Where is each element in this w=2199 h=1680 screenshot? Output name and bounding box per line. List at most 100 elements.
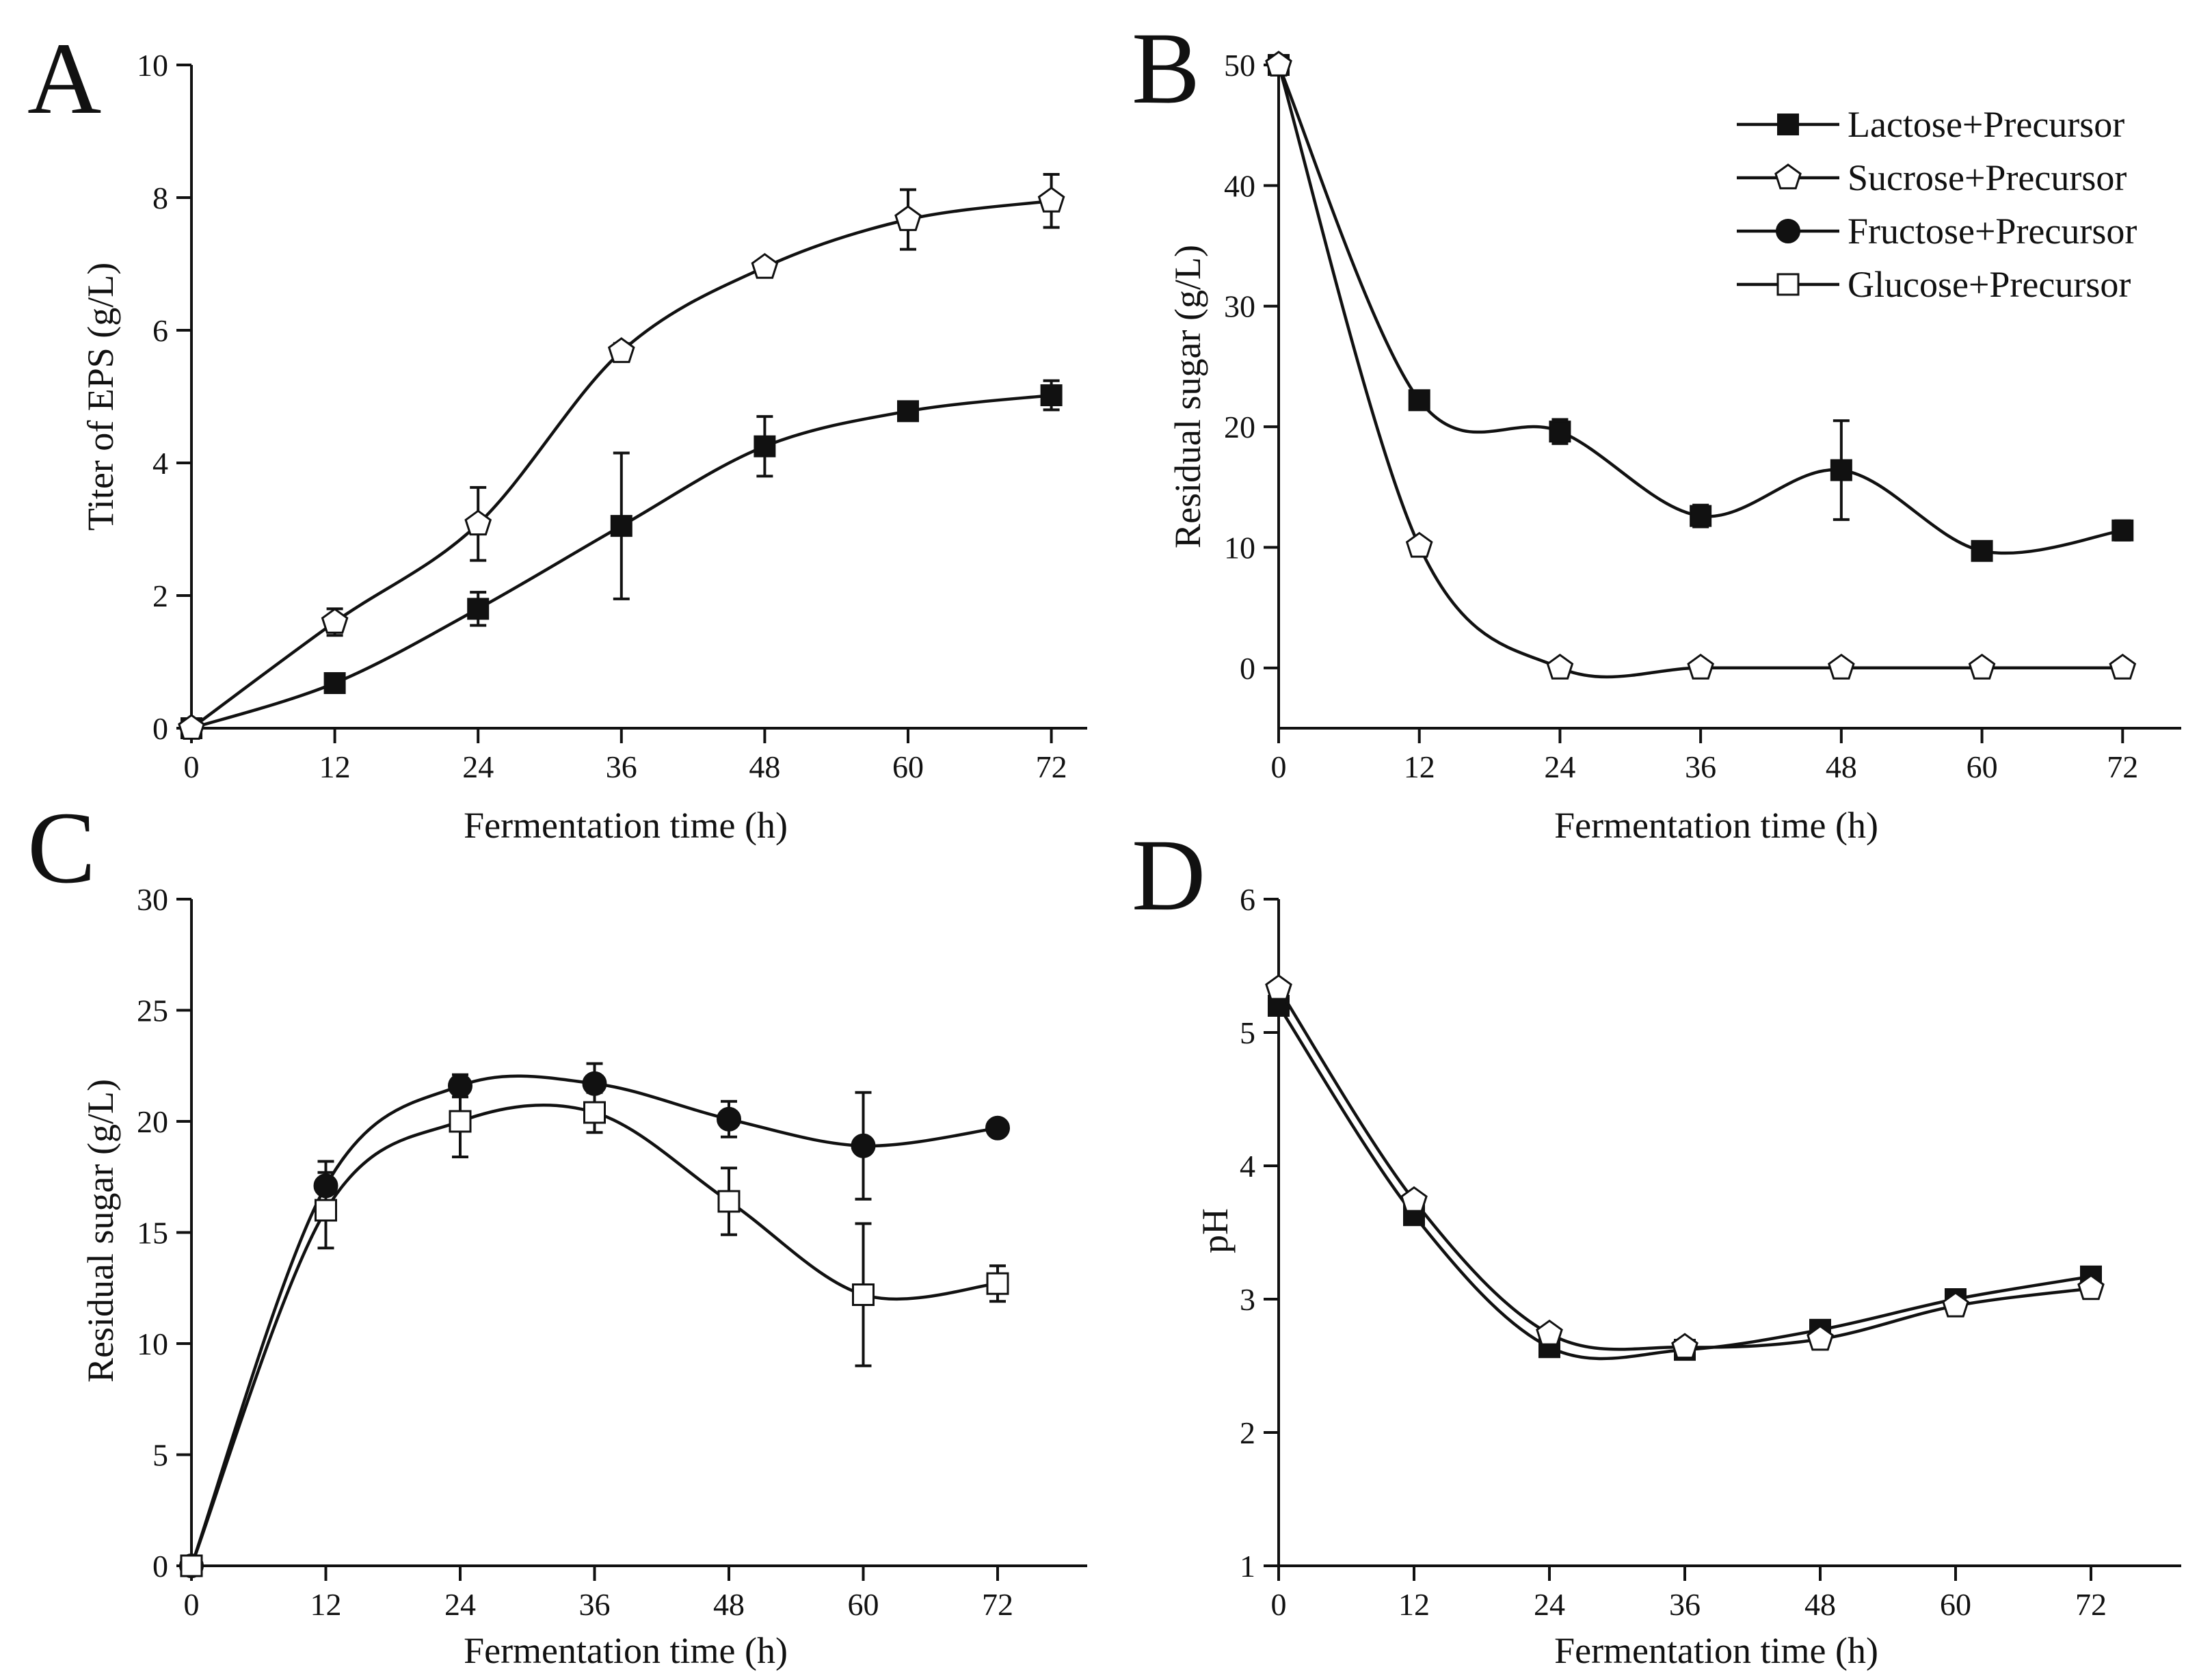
legend-marker-sucrose-precursor [1774,163,1802,189]
panel-c-x-tick-label: 24 [444,1587,476,1622]
panel-a-point-sucrose-precursor [464,509,492,536]
panel-b-point-sucrose-precursor [1828,653,1855,680]
panel-b-point-sucrose-precursor [1687,653,1714,680]
panel-c-x-tick-label: 60 [848,1587,879,1622]
panel-d-x-tick-label: 24 [1534,1587,1565,1622]
panel-b-point-sucrose-precursor [1405,531,1433,558]
panel-a-y-axis-title: Titer of EPS (g/L) [80,263,121,531]
panel-d-x-tick-label: 0 [1271,1587,1287,1622]
panel-letter-d: D [1132,818,1205,932]
panel-a-point-lactose-precursor [1040,384,1063,407]
panel-b-point-sucrose-precursor [1265,51,1292,77]
panel-b-point-sucrose-precursor [1968,653,1996,680]
panel-a-y-tick-label: 10 [137,48,168,83]
panel-a-point-lactose-precursor [610,515,632,537]
panel-d-y-tick-label: 3 [1240,1282,1255,1317]
panel-letter-b: B [1132,12,1200,125]
panel-d-y-tick-label: 4 [1240,1149,1255,1184]
panel-b-y-axis-title: Residual sugar (g/L) [1167,245,1208,548]
panel-b-point-lactose-precursor [1690,505,1712,527]
panel-a-point-sucrose-precursor [321,607,349,634]
panel-a-x-tick-label: 60 [892,749,924,784]
panel-c-point-glucose-precursor [449,1110,472,1133]
panel-d-y-tick-label: 6 [1240,882,1255,917]
panel-d-x-tick-label: 36 [1669,1587,1701,1622]
panel-a-point-sucrose-precursor [607,337,635,363]
panel-c-series-glucose-precursor-line [189,1104,998,1566]
panel-c-y-tick-label: 25 [137,994,168,1028]
panel-a-y-tick-label: 4 [152,446,168,481]
panel-b-series-sucrose-precursor-line [1277,64,2123,679]
panel-b-point-sucrose-precursor [1546,653,1574,680]
panel-a-point-lactose-precursor [467,598,490,620]
panel-d-x-axis-title: Fermentation time (h) [1554,1630,1878,1671]
panel-b-x-tick-label: 12 [1404,749,1435,784]
panel-d-y-tick-label: 1 [1240,1549,1255,1584]
legend-label-lactose-precursor: Lactose+Precursor [1848,104,2124,145]
panel-d-y-tick-label: 5 [1240,1015,1255,1050]
panel-b-point-lactose-precursor [1830,459,1852,481]
panel-b-series-lactose-precursor-line [1277,64,2123,555]
panel-a-point-lactose-precursor [754,435,776,457]
panel-c-x-tick-label: 72 [982,1587,1013,1622]
panel-b-y-tick-label: 50 [1224,48,1255,83]
legend: Lactose+Precursor Sucrose+Precursor Fructo… [1737,104,2137,305]
panel-a-x-tick-label: 48 [749,749,780,784]
panel-a-point-lactose-precursor [323,672,346,695]
panel-d-point-sucrose-precursor [1807,1324,1834,1351]
panel-a-x-tick-label: 36 [606,749,637,784]
panel-c-y-tick-label: 10 [137,1326,168,1361]
panel-c-y-axis-title: Residual sugar (g/L) [80,1079,121,1383]
panel-c-x-tick-label: 36 [579,1587,611,1622]
panel-c-y-tick-label: 20 [137,1104,168,1139]
panel-b-y-tick-label: 10 [1224,530,1255,565]
legend-label-glucose-precursor: Glucose+Precursor [1848,264,2131,305]
panel-a-y-tick-label: 6 [152,313,168,348]
legend-marker-fructose-precursor [1776,219,1800,243]
panel-a-point-sucrose-precursor [1037,186,1065,213]
panel-b-y-tick-label: 0 [1240,651,1255,686]
legend-label-fructose-precursor: Fructose+Precursor [1848,211,2137,252]
panel-c-x-tick-label: 0 [184,1587,200,1622]
panel-d-x-tick-label: 12 [1398,1587,1430,1622]
panel-c-point-fructose-precursor [717,1106,741,1132]
panel-c-chart: 0 5 10 15 20 25 30 0 12 24 36 48 60 72 Fermentation ti… [80,882,1087,1671]
panel-b-y-tick-label: 20 [1224,410,1255,444]
panel-b-x-tick-label: 24 [1544,749,1575,784]
panel-b-y-tick-label: 40 [1224,168,1255,203]
panel-c-x-tick-label: 48 [713,1587,745,1622]
panel-c-x-tick-label: 12 [310,1587,342,1622]
panel-d-point-sucrose-precursor [1536,1319,1563,1346]
panel-d-x-tick-label: 60 [1940,1587,1971,1622]
panel-a-point-lactose-precursor [897,400,919,423]
panel-c-y-tick-label: 15 [137,1216,168,1251]
legend-marker-glucose-precursor [1776,273,1800,296]
panel-a-y-tick-label: 2 [152,578,168,613]
panel-b-chart: 0 10 20 30 40 50 0 12 24 36 48 60 72 Fermentation tim… [1167,48,2181,846]
panel-c-point-glucose-precursor [717,1190,741,1213]
panel-b-point-sucrose-precursor [2109,653,2137,680]
panel-a-y-tick-label: 0 [152,711,168,746]
panel-a-point-sucrose-precursor [894,205,922,231]
panel-letter-a: A [27,22,101,135]
panel-c-point-glucose-precursor [180,1554,203,1577]
panel-b-point-lactose-precursor [1549,421,1571,443]
panel-a-x-axis-title: Fermentation time (h) [464,805,788,846]
panel-d-point-sucrose-precursor [1400,1186,1428,1212]
panel-b-x-tick-label: 0 [1271,749,1287,784]
panel-c-y-tick-label: 5 [152,1438,168,1473]
panel-a-x-tick-label: 24 [462,749,494,784]
panel-c-series-fructose-precursor-line [189,1074,998,1566]
panel-a-x-tick-label: 72 [1036,749,1067,784]
panel-c-x-axis-title: Fermentation time (h) [464,1630,788,1671]
legend-label-sucrose-precursor: Sucrose+Precursor [1848,157,2127,198]
panel-d-y-axis-title: pH [1195,1208,1236,1253]
panel-a-y-tick-label: 8 [152,181,168,215]
panel-b-point-lactose-precursor [1971,539,1993,562]
panel-b-point-lactose-precursor [2111,519,2134,542]
legend-marker-lactose-precursor [1777,114,1799,135]
panel-a-point-sucrose-precursor [751,252,779,279]
panel-a-x-tick-label: 0 [184,749,200,784]
